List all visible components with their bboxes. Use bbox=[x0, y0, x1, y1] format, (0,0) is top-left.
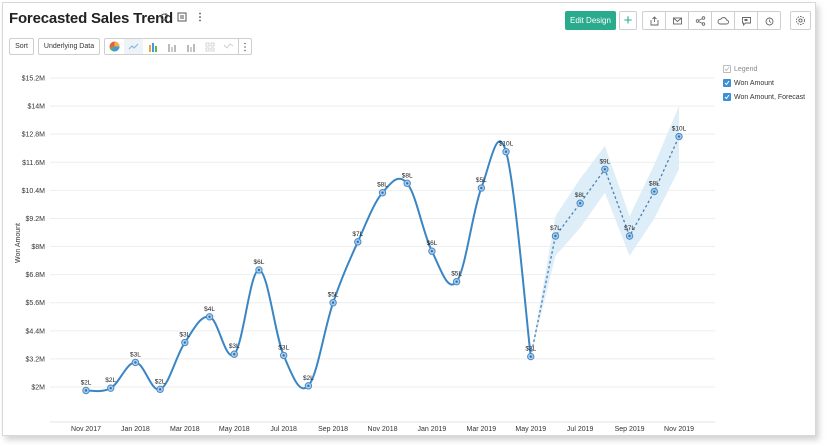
legend-toggle[interactable]: Legend bbox=[723, 62, 805, 76]
scatter-icon[interactable] bbox=[200, 39, 219, 54]
grouped-bar-icon[interactable] bbox=[181, 39, 200, 54]
title-icons bbox=[158, 11, 206, 23]
legend-item-won-amount[interactable]: Won Amount bbox=[723, 76, 805, 90]
refresh-icon[interactable] bbox=[158, 11, 170, 23]
checkbox-checked-icon[interactable] bbox=[723, 93, 731, 101]
save-icon[interactable] bbox=[176, 11, 188, 23]
checkbox-checked-icon[interactable] bbox=[723, 79, 731, 87]
line-chart-icon[interactable] bbox=[124, 39, 143, 54]
pie-chart-icon[interactable] bbox=[105, 39, 124, 54]
bar-chart-icon[interactable] bbox=[143, 39, 162, 54]
legend-item-label: Won Amount bbox=[734, 79, 774, 87]
more-chart-types-icon[interactable] bbox=[238, 39, 251, 54]
chart-legend: Legend Won Amount Won Amount, Forecast bbox=[723, 62, 805, 104]
alarm-icon[interactable] bbox=[758, 12, 780, 29]
publish-cloud-icon[interactable] bbox=[712, 12, 735, 29]
legend-item-label: Won Amount, Forecast bbox=[734, 93, 806, 101]
underlying-data-button[interactable]: Underlying Data bbox=[38, 38, 100, 55]
stacked-bar-icon[interactable] bbox=[162, 39, 181, 54]
edit-design-button[interactable]: Edit Design bbox=[565, 11, 616, 30]
comment-icon[interactable] bbox=[735, 12, 758, 29]
add-button[interactable]: + bbox=[619, 11, 637, 30]
email-icon[interactable] bbox=[666, 12, 689, 29]
report-frame bbox=[2, 2, 816, 436]
share-icon[interactable] bbox=[689, 12, 712, 29]
export-icon[interactable] bbox=[643, 12, 666, 29]
legend-header: Legend bbox=[734, 65, 758, 73]
settings-icon[interactable] bbox=[790, 11, 811, 30]
more-vertical-icon[interactable] bbox=[194, 11, 206, 23]
sort-button[interactable]: Sort bbox=[9, 38, 34, 55]
legend-item-won-amount-forecast[interactable]: Won Amount, Forecast bbox=[723, 90, 805, 104]
action-toolbar bbox=[642, 11, 781, 30]
page-title: Forecasted Sales Trend bbox=[9, 10, 174, 27]
area-icon[interactable] bbox=[219, 39, 238, 54]
legend-checkbox[interactable] bbox=[723, 65, 731, 73]
chart-type-toolbar bbox=[104, 38, 252, 55]
